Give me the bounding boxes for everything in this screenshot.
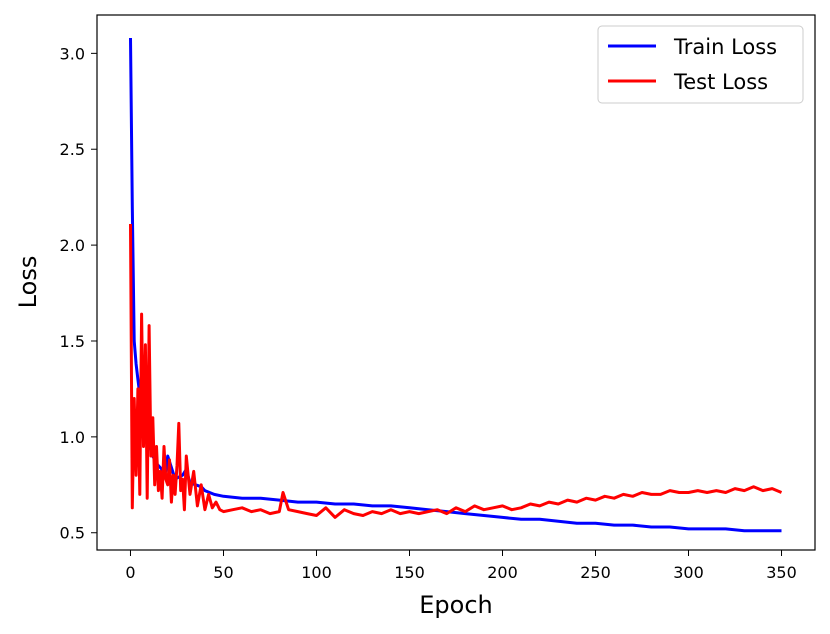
plot-frame (96, 14, 816, 551)
x-tick-label: 300 (673, 563, 704, 582)
x-tick-label: 350 (766, 563, 797, 582)
y-axis-title: Loss (14, 256, 42, 309)
y-tick-label: 1.5 (60, 332, 85, 351)
legend-label-train-loss: Train Loss (673, 35, 777, 59)
y-tick-label: 1.0 (60, 428, 85, 447)
x-axis-ticks: 0 50 100 150 200 250 300 350 (125, 550, 797, 582)
x-tick-label: 250 (580, 563, 611, 582)
legend-label-test-loss: Test Loss (673, 70, 768, 94)
x-tick-label: 100 (301, 563, 332, 582)
y-tick-label: 3.0 (60, 44, 85, 63)
x-tick-label: 150 (394, 563, 425, 582)
y-tick-label: 2.5 (60, 140, 85, 159)
x-axis-title: Epoch (419, 591, 493, 619)
y-tick-label: 2.0 (60, 236, 85, 255)
y-tick-label: 0.5 (60, 524, 85, 543)
series-line-test-loss (129, 223, 783, 519)
x-tick-label: 50 (213, 563, 233, 582)
legend: Train Loss Test Loss (597, 25, 804, 104)
x-tick-label: 0 (125, 563, 135, 582)
y-axis-ticks: 0.5 1.0 1.5 2.0 2.5 3.0 (60, 44, 97, 543)
series-layer (129, 37, 783, 533)
x-tick-label: 200 (487, 563, 518, 582)
